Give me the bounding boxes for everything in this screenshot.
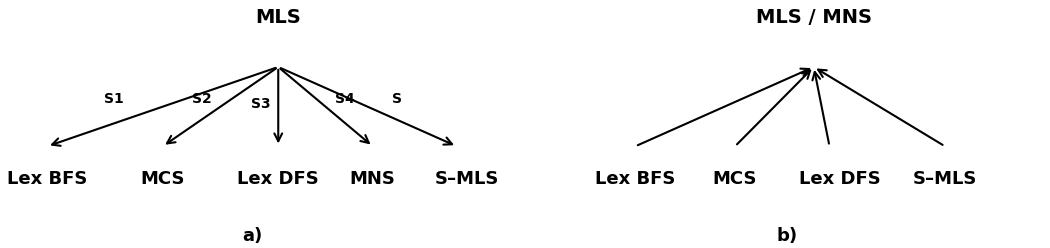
Text: MNS: MNS [350, 170, 396, 187]
Text: Lex DFS: Lex DFS [799, 170, 881, 187]
Text: a): a) [242, 227, 262, 245]
Text: S4: S4 [335, 92, 354, 106]
Text: S1: S1 [104, 92, 123, 106]
Text: S2: S2 [192, 92, 211, 106]
Text: MLS: MLS [255, 8, 301, 27]
Text: S–MLS: S–MLS [435, 170, 500, 187]
Text: Lex BFS: Lex BFS [7, 170, 87, 187]
Text: b): b) [777, 227, 798, 245]
Text: MLS / MNS: MLS / MNS [756, 8, 872, 27]
Text: MCS: MCS [713, 170, 757, 187]
Text: S: S [392, 92, 402, 106]
Text: Lex BFS: Lex BFS [595, 170, 675, 187]
Text: S–MLS: S–MLS [912, 170, 978, 187]
Text: Lex DFS: Lex DFS [237, 170, 319, 187]
Text: S3: S3 [251, 97, 270, 111]
Text: MCS: MCS [141, 170, 185, 187]
